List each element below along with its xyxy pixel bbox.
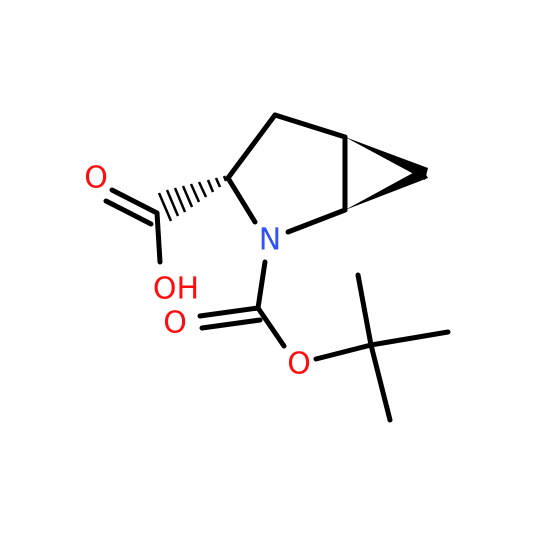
- wedge-bond: [345, 168, 428, 210]
- bond: [313, 342, 374, 362]
- atom-label: N: [259, 223, 281, 258]
- bond: [197, 305, 261, 319]
- bond: [285, 207, 348, 235]
- atom-label: OH: [153, 272, 199, 307]
- bonds: [103, 112, 451, 423]
- wedge-bond: [345, 137, 428, 180]
- bond: [255, 305, 287, 349]
- bond: [368, 342, 393, 423]
- hash-bond: [157, 175, 228, 222]
- bond: [368, 329, 451, 348]
- bond: [103, 198, 154, 227]
- bond: [109, 187, 160, 216]
- atom-label: O: [287, 347, 311, 382]
- bond: [225, 175, 258, 225]
- bond: [199, 317, 263, 331]
- bond: [255, 259, 268, 311]
- atom-label: O: [84, 161, 108, 196]
- bond: [225, 112, 278, 181]
- bond: [272, 112, 348, 140]
- atom-label: O: [163, 306, 187, 341]
- bond: [154, 210, 163, 265]
- bond: [355, 272, 374, 348]
